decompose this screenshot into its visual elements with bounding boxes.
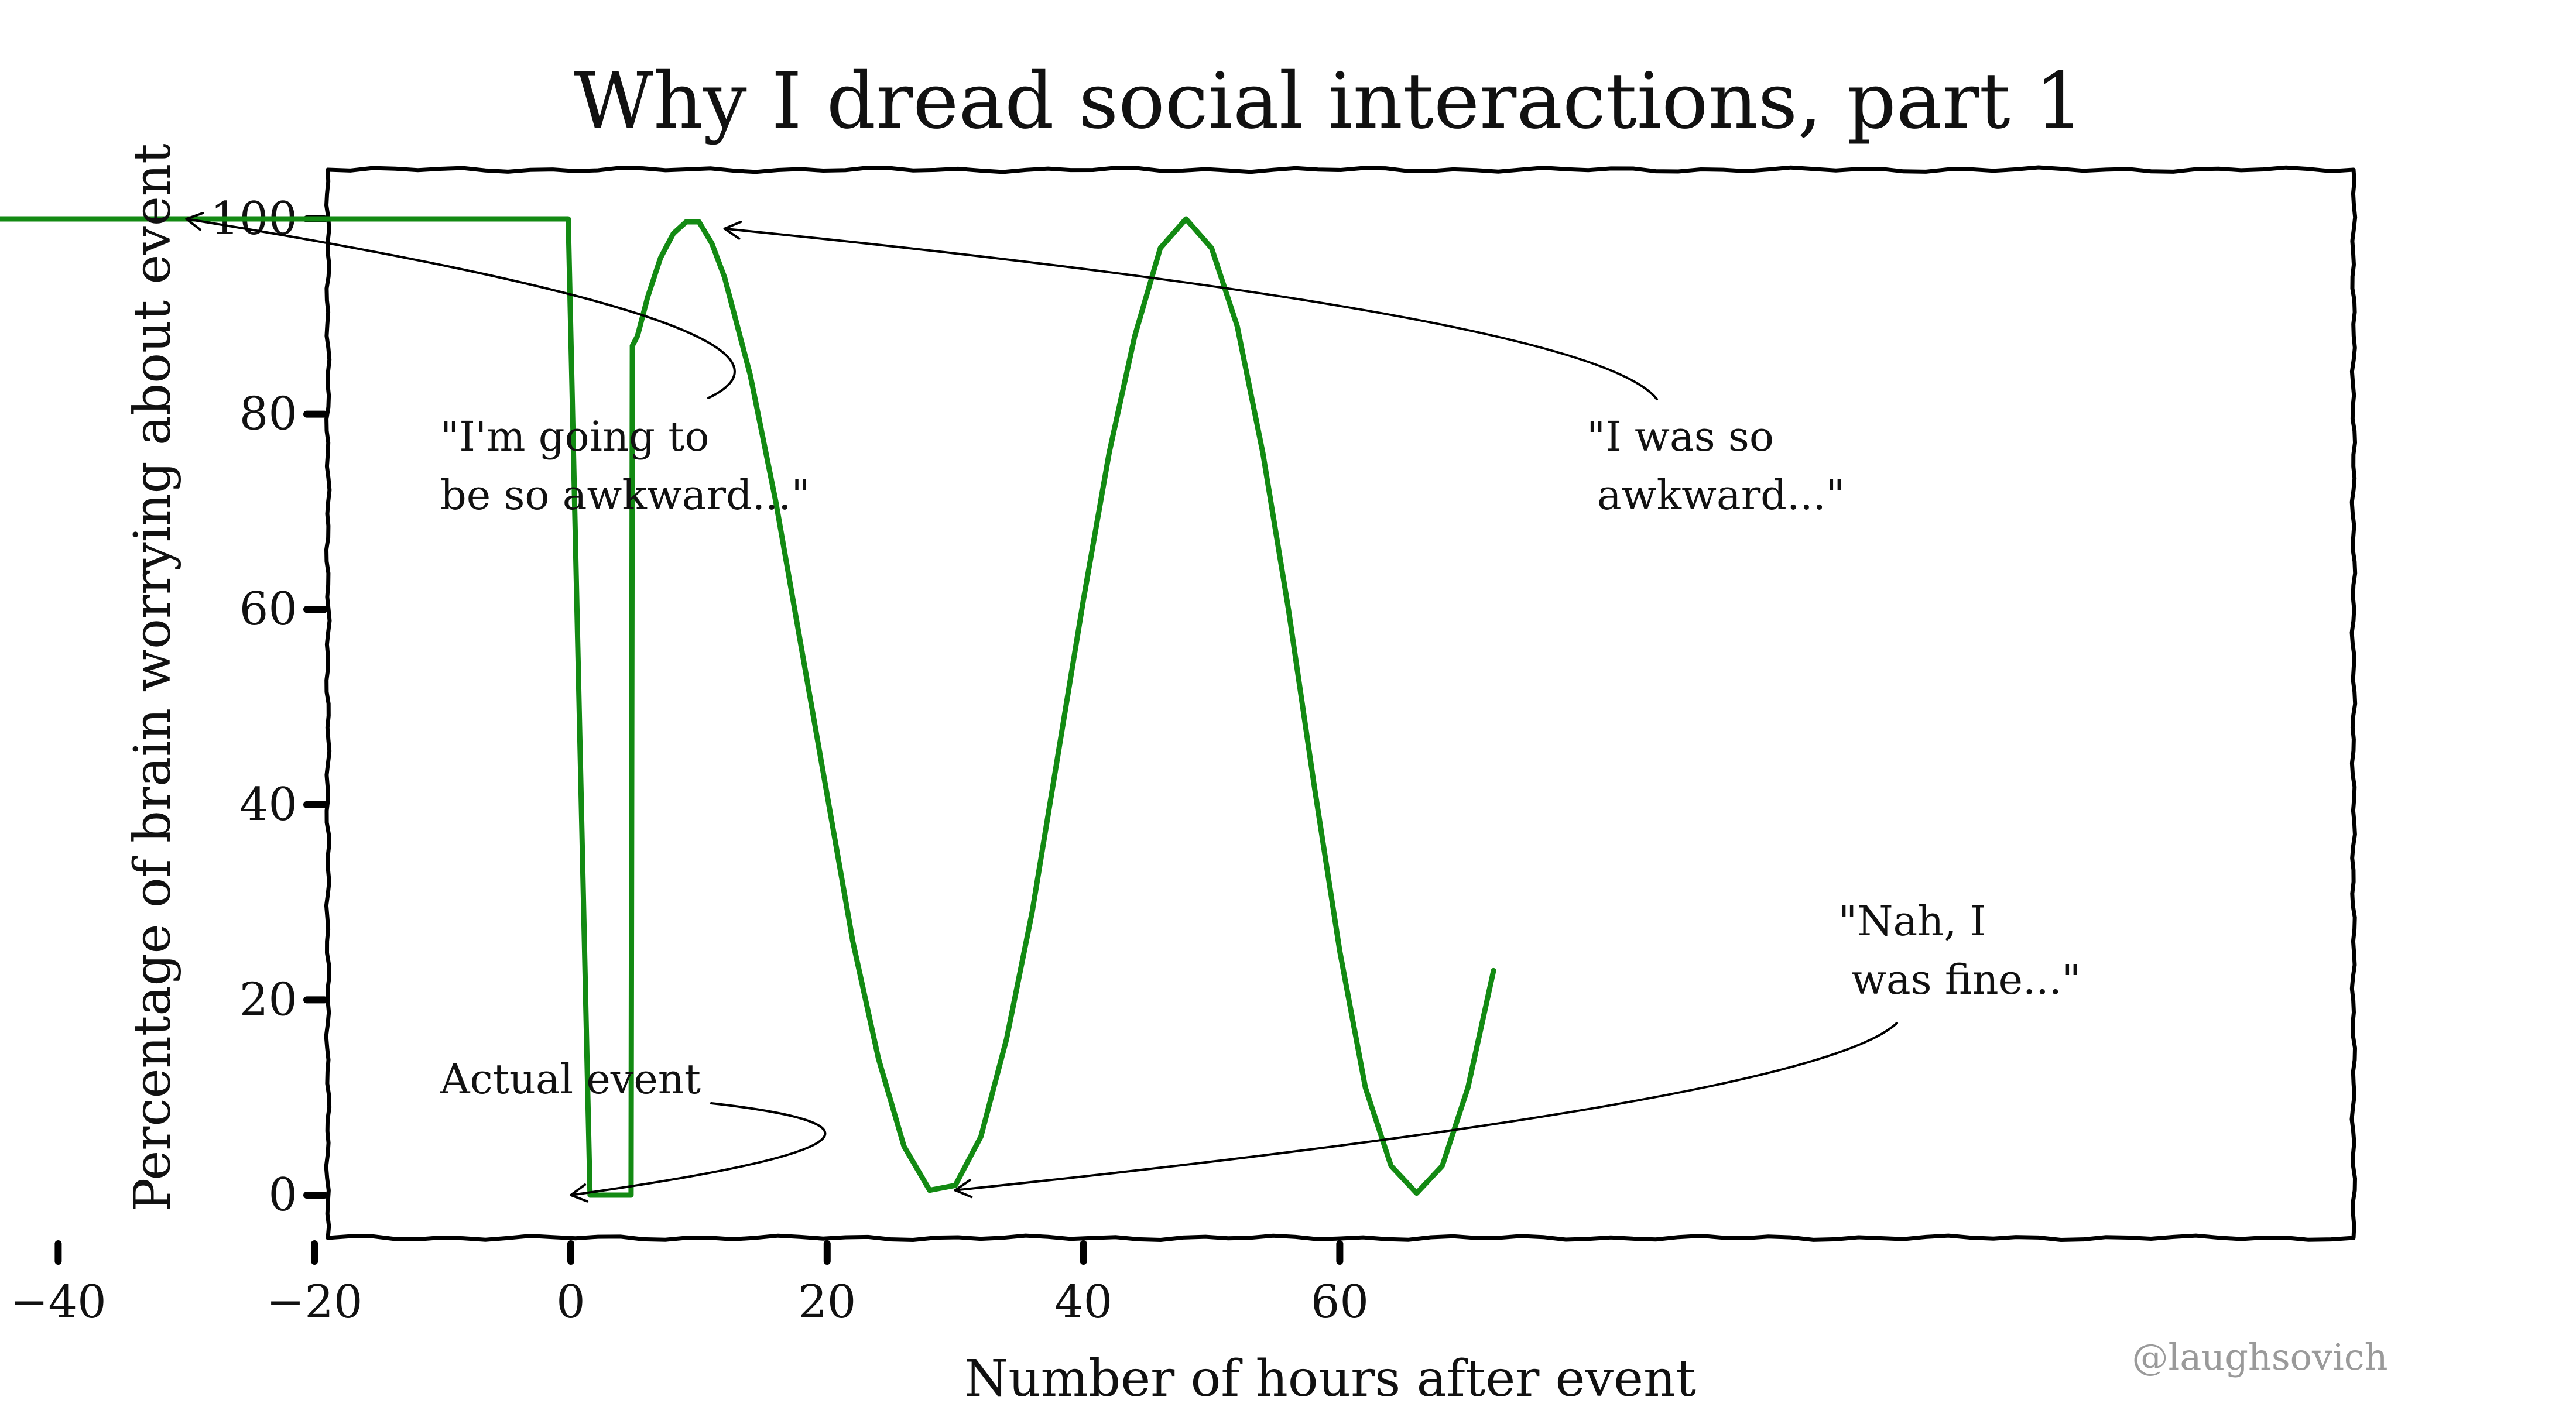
annotation-arrowhead <box>954 1179 973 1199</box>
frame-bottom <box>326 1233 2356 1243</box>
annotation-arrowhead <box>570 1183 589 1203</box>
annotation-arrow <box>570 1102 827 1196</box>
chart-title: Why I dread social interactions, part 1 <box>574 56 2084 146</box>
annotation-arrowhead <box>185 212 204 231</box>
annotation-text: was fine..." <box>1851 956 2081 1004</box>
y-tick-label: 40 <box>239 778 297 831</box>
annotation-arrow <box>185 218 736 399</box>
annotation-arrow <box>954 1022 1898 1192</box>
y-axis-label: Percentage of brain worrying about event <box>124 143 182 1212</box>
y-tick-label: 0 <box>268 1169 297 1221</box>
x-tick-label: −20 <box>266 1276 363 1329</box>
frame-left <box>324 167 332 1240</box>
annotation-text: "Nah, I <box>1838 897 1986 945</box>
x-tick-label: 60 <box>1311 1276 1369 1329</box>
x-tick-label: −40 <box>10 1276 107 1329</box>
credit-watermark: @laughsovich <box>2132 1336 2388 1378</box>
x-tick-label: 40 <box>1054 1276 1112 1329</box>
x-axis-label: Number of hours after event <box>964 1350 1696 1405</box>
plot-frame <box>324 165 2358 1243</box>
frame-top <box>326 165 2356 174</box>
frame-right <box>2349 167 2358 1240</box>
x-tick-label: 20 <box>798 1276 856 1329</box>
annotation-text: be so awkward..." <box>440 471 810 519</box>
annotation-arrowhead <box>723 221 742 240</box>
annotations: "I'm going to be so awkward..." "I was so a… <box>185 212 2081 1203</box>
y-tick-label: 60 <box>239 583 297 636</box>
x-tick-label: 0 <box>556 1276 585 1329</box>
series-line <box>0 216 1496 1198</box>
annotation-text: "I'm going to <box>440 413 709 461</box>
y-tick-label: 20 <box>239 973 297 1026</box>
annotation-text: "I was so <box>1587 413 1774 461</box>
annotation-text: Actual event <box>440 1055 701 1103</box>
series-layer <box>0 216 1496 1198</box>
y-tick-label: 80 <box>239 388 297 441</box>
annotation-arrow <box>723 227 1658 400</box>
annotation-text: awkward..." <box>1597 471 1845 519</box>
